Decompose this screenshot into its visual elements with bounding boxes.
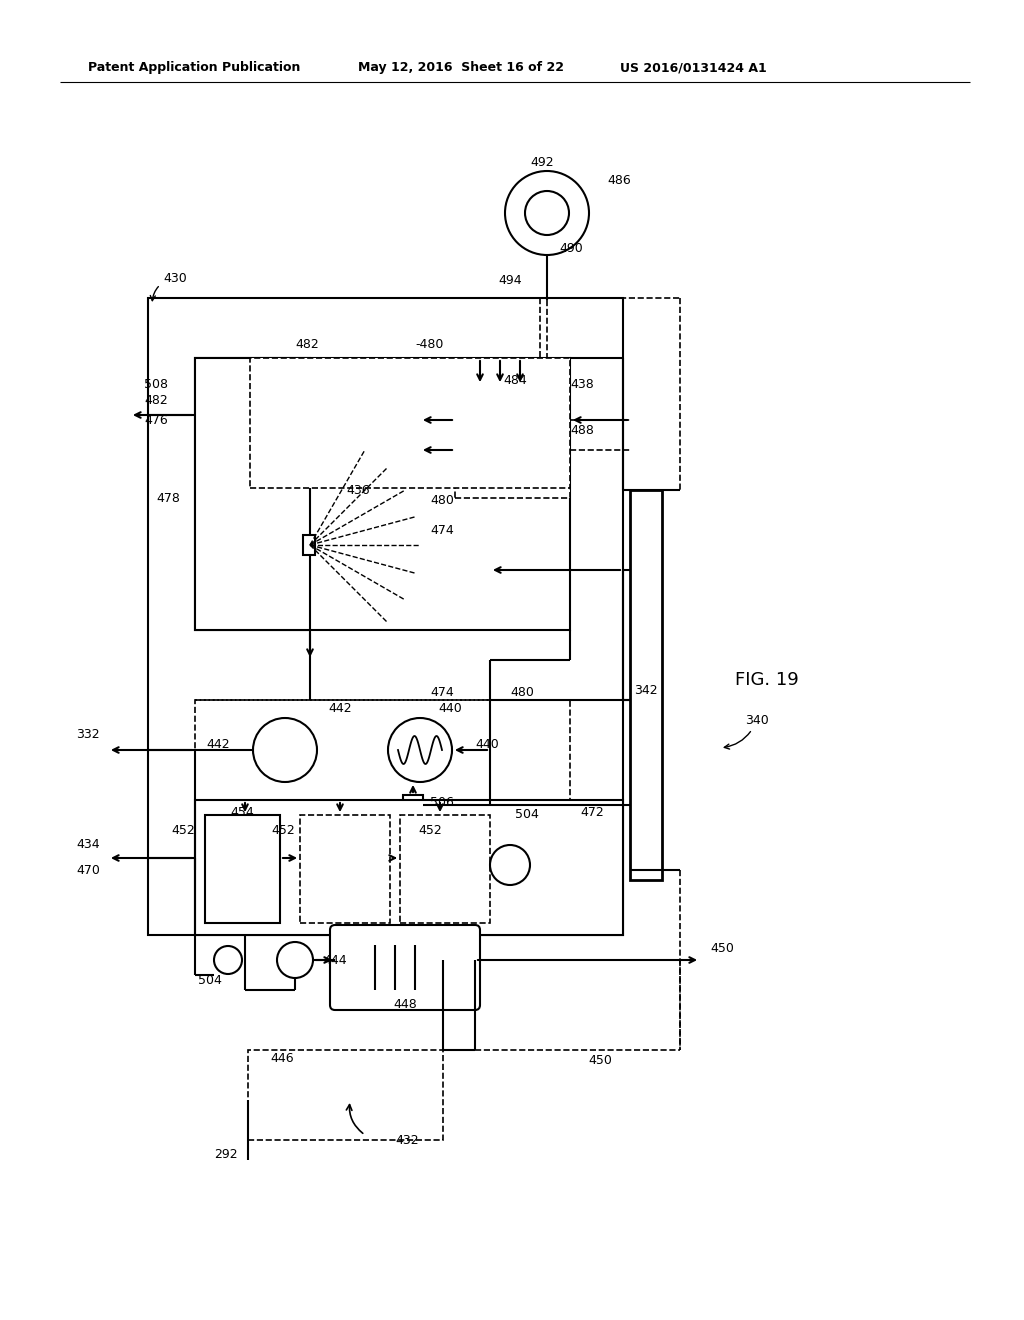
Text: 480: 480 [430, 494, 454, 507]
Text: 448: 448 [393, 998, 417, 1011]
Bar [195, 800, 623, 935]
Text: 342: 342 [634, 684, 657, 697]
Text: 452: 452 [418, 824, 442, 837]
Text: 454: 454 [230, 805, 254, 818]
FancyBboxPatch shape [330, 925, 480, 1010]
Circle shape [214, 946, 242, 974]
Bar [195, 700, 570, 800]
Text: 452: 452 [271, 824, 295, 837]
Text: 482: 482 [144, 393, 168, 407]
Bar [300, 814, 390, 923]
Circle shape [490, 845, 530, 884]
Bar [248, 1049, 443, 1140]
Text: 440: 440 [475, 738, 499, 751]
Bar [403, 795, 423, 814]
Text: 478: 478 [156, 491, 180, 504]
Text: US 2016/0131424 A1: US 2016/0131424 A1 [620, 62, 767, 74]
Text: 504: 504 [198, 974, 222, 986]
Bar [195, 358, 570, 630]
Circle shape [278, 942, 313, 978]
Text: 452: 452 [171, 824, 195, 837]
Text: Patent Application Publication: Patent Application Publication [88, 62, 300, 74]
Text: 490: 490 [559, 242, 583, 255]
Text: 340: 340 [724, 714, 769, 748]
Text: 446: 446 [270, 1052, 294, 1064]
Bar [205, 814, 280, 923]
Text: 432: 432 [395, 1134, 419, 1147]
Circle shape [505, 172, 589, 255]
Text: 486: 486 [607, 173, 631, 186]
Text: 476: 476 [144, 413, 168, 426]
Text: 504: 504 [515, 808, 539, 821]
Text: 482: 482 [295, 338, 318, 351]
Text: 434: 434 [77, 838, 100, 851]
Text: FIG. 19: FIG. 19 [735, 671, 799, 689]
Text: 508: 508 [144, 379, 168, 392]
Bar [303, 535, 315, 554]
Text: 442: 442 [207, 738, 230, 751]
Text: 494: 494 [499, 273, 522, 286]
Circle shape [525, 191, 569, 235]
Text: 444: 444 [323, 953, 347, 966]
Text: 332: 332 [77, 729, 100, 742]
Text: 430: 430 [151, 272, 186, 301]
Text: 450: 450 [588, 1053, 612, 1067]
Text: 292: 292 [214, 1148, 238, 1162]
Text: 450: 450 [710, 941, 734, 954]
Text: 442: 442 [328, 701, 352, 714]
Text: 506: 506 [430, 796, 454, 809]
Bar [148, 298, 623, 935]
Text: 474: 474 [430, 524, 454, 536]
Text: 436: 436 [346, 483, 370, 496]
Text: May 12, 2016  Sheet 16 of 22: May 12, 2016 Sheet 16 of 22 [358, 62, 564, 74]
Bar [250, 358, 570, 488]
Text: 474: 474 [430, 686, 454, 700]
Bar [630, 490, 662, 880]
Text: 484: 484 [503, 374, 527, 387]
Text: 488: 488 [570, 424, 594, 437]
Bar [455, 358, 570, 498]
Circle shape [388, 718, 452, 781]
Text: 472: 472 [580, 805, 604, 818]
Bar [400, 814, 490, 923]
Text: 480: 480 [510, 686, 534, 700]
Bar [195, 358, 310, 630]
Circle shape [253, 718, 317, 781]
Text: 470: 470 [76, 863, 100, 876]
Text: 440: 440 [438, 701, 462, 714]
Text: 438: 438 [570, 379, 594, 392]
Text: -480: -480 [415, 338, 443, 351]
Text: 492: 492 [530, 156, 554, 169]
